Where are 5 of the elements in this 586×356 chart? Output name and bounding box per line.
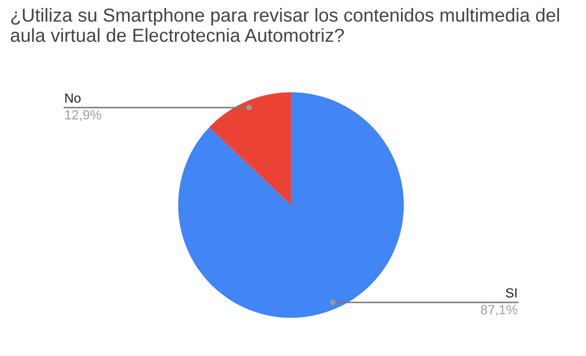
slice-label: SI	[506, 288, 517, 298]
data-label: 12,9%	[65, 110, 102, 122]
slice-label: No	[65, 93, 81, 103]
data-label: 87,1%	[480, 305, 518, 316]
chart-title: ¿Utiliza su Smartphone para revisar los contenidos multimedia del aula virtual de Electrotecnia Automotriz?	[10, 8, 559, 42]
